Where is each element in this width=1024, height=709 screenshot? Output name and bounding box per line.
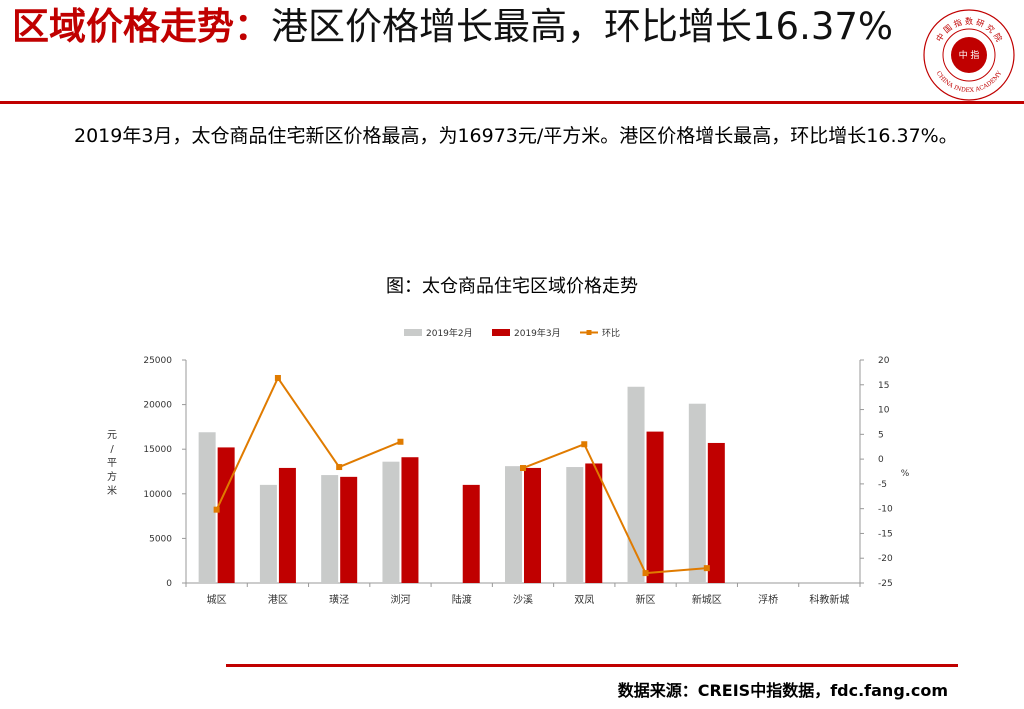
y-tick-label: 20000	[143, 401, 172, 411]
x-tick-label: 浏河	[390, 593, 410, 606]
y2-tick-label: -15	[878, 529, 893, 539]
line-segment	[277, 377, 341, 468]
bar-mar	[524, 467, 541, 583]
x-tick-label: 新区	[636, 593, 656, 606]
chart-title: 图：太仓商品住宅区域价格走势	[386, 276, 638, 297]
bar-mar	[340, 476, 358, 583]
footer-divider	[226, 664, 958, 667]
x-tick-label: 双凤	[574, 594, 594, 606]
x-tick-label: 新城区	[692, 593, 722, 606]
legend-swatch-1	[492, 329, 510, 336]
y-tick-label: 25000	[143, 356, 172, 366]
y2-tick-label: -10	[878, 505, 893, 515]
bar-mar	[401, 457, 419, 583]
header-divider	[0, 101, 1024, 104]
page-title: 区域价格走势：港区价格增长最高，环比增长16.37%	[12, 4, 902, 50]
bar-feb	[505, 466, 522, 583]
bar-mar	[462, 484, 480, 583]
bar-feb	[382, 461, 400, 583]
line-point	[520, 465, 526, 472]
line-point	[642, 570, 649, 577]
line-segment	[583, 443, 647, 574]
bar-feb	[688, 403, 706, 583]
y2-tick-label: 15	[878, 381, 889, 391]
bar-mar	[585, 463, 603, 583]
line-point	[581, 441, 588, 448]
line-segment	[338, 440, 401, 468]
x-tick-label: 浮桥	[758, 594, 778, 606]
line-point	[213, 506, 220, 513]
y2-tick-label: 10	[878, 406, 890, 416]
y2-tick-label: -5	[878, 480, 887, 490]
y2-axis-label: %	[901, 469, 910, 479]
line-segment	[215, 377, 279, 511]
bar-feb	[321, 475, 339, 583]
summary-paragraph: 2019年3月，太仓商品住宅新区价格最高，为16973元/平方米。港区价格增长最…	[36, 117, 996, 155]
bar-feb	[259, 484, 277, 583]
y2-tick-label: 5	[878, 430, 884, 440]
x-tick-label: 沙溪	[513, 594, 533, 606]
bar-mar	[646, 431, 664, 583]
bar-mar	[278, 467, 296, 583]
data-source: 数据来源：CREIS中指数据，fdc.fang.com	[617, 681, 948, 700]
price-trend-chart: 2019年2月 2019年3月 环比 0 5000 10000 15000 20000 2500…	[107, 327, 910, 606]
legend-label-1: 2019年3月	[514, 327, 561, 339]
title-highlight: 区域价格走势：	[12, 5, 271, 48]
bar-feb	[627, 386, 645, 583]
y2-tick-label: 0	[878, 455, 884, 465]
bar-feb	[198, 432, 216, 583]
line-segment	[645, 567, 707, 575]
bar-mar	[707, 442, 725, 583]
y-tick-label: 15000	[143, 445, 172, 455]
y-axis-label-char: 方	[107, 470, 117, 483]
china-index-academy-logo: 中 国 指 数 研 究 院 中 指 CHINA INDEX ACADEMY	[923, 9, 1015, 101]
y2-tick-label: -25	[878, 579, 893, 589]
line-point	[397, 438, 404, 445]
bar-feb	[566, 467, 584, 583]
y2-tick-label: -20	[878, 554, 893, 564]
line-point	[274, 374, 281, 381]
y2-tick-label: 20	[878, 356, 890, 366]
logo-center-text: 中 指	[959, 49, 980, 61]
x-tick-label: 科教新城	[809, 593, 849, 606]
y-axis-label-char: 元	[107, 430, 117, 441]
legend-swatch-0	[404, 329, 422, 336]
legend-label-2: 环比	[602, 327, 620, 339]
line-point	[703, 565, 710, 572]
y-axis-label-char: 平	[107, 458, 117, 469]
y-tick-label: 5000	[149, 534, 172, 544]
legend-label-0: 2019年2月	[426, 327, 473, 339]
line-point	[336, 464, 343, 471]
y-axis-label-char: 米	[107, 484, 117, 497]
x-tick-label: 璜泾	[329, 593, 349, 606]
bar-mar	[217, 447, 235, 583]
legend-marker-2	[586, 330, 592, 335]
line-segment	[522, 443, 585, 469]
y-tick-label: 10000	[143, 490, 172, 500]
x-tick-label: 陆渡	[452, 593, 472, 606]
x-tick-label: 城区	[207, 594, 227, 606]
summary-text: 2019年3月，太仓商品住宅新区价格最高，为16973元/平方米。港区价格增长最…	[74, 125, 958, 147]
title-rest: 港区价格增长最高，环比增长16.37%	[271, 5, 894, 48]
y-axis-label-char: /	[110, 444, 114, 455]
x-tick-label: 港区	[268, 594, 288, 606]
y-tick-label: 0	[166, 579, 172, 589]
